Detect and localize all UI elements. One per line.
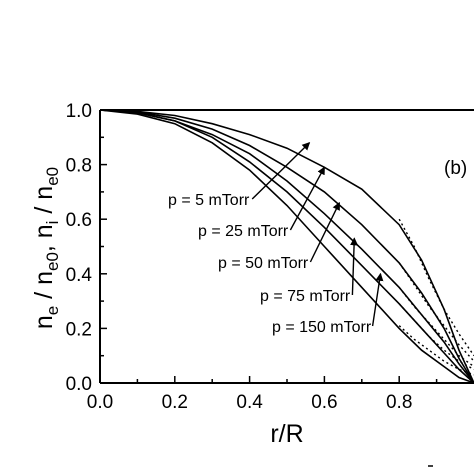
- y-tick-label: 0.2: [66, 319, 92, 340]
- ticks-group: [99, 109, 438, 384]
- x-tick-label: 0.6: [311, 392, 337, 413]
- dotted-series-line-7: [398, 286, 474, 368]
- dotted-series-line-8: [398, 303, 474, 371]
- series-line-3: [99, 109, 474, 384]
- dotted-series-line-6: [398, 262, 474, 362]
- annotations-group: p = 5 mTorr p = 25 mTorr p = 50 mTorr p = 7…: [168, 142, 384, 336]
- annotation-arrow: [309, 201, 340, 263]
- panel-label: (b): [444, 158, 467, 179]
- annotation-label: p = 50 mTorr: [218, 255, 309, 272]
- y-tick-label: 0.0: [66, 374, 92, 395]
- x-tick-label: 0.2: [162, 392, 188, 413]
- x-tick-label: 0.4: [236, 392, 263, 413]
- dotted-series-line-9: [398, 325, 474, 376]
- annotation-label: p = 75 mTorr: [260, 288, 351, 305]
- annotation-label: p = 150 mTorr: [272, 319, 372, 336]
- annotation-arrow: [289, 166, 326, 231]
- y-axis-title: ne / ne0, ni / ne0: [30, 167, 62, 329]
- annotation-label: p = 25 mTorr: [198, 223, 289, 240]
- series-line-0: [99, 109, 474, 384]
- series-line-4: [99, 109, 474, 384]
- series-group: [99, 109, 474, 384]
- series-line-1: [99, 109, 474, 384]
- dotted-series-line-5: [398, 218, 474, 357]
- x-tick-label: 0.8: [386, 392, 412, 413]
- annotation-arrow: [371, 272, 384, 327]
- annotation-arrow: [350, 237, 359, 296]
- annotation-label: p = 5 mTorr: [168, 192, 250, 209]
- x-axis-title: r/R: [270, 420, 303, 448]
- y-tick-label: 1.0: [66, 101, 92, 122]
- annotation-arrow: [251, 142, 311, 200]
- y-tick-label: 0.6: [66, 210, 92, 231]
- tick-labels-group: 0.0 0.2 0.4 0.6 0.8 0.0 0.2 0.4 0.6 0.8 1.0: [66, 101, 413, 413]
- y-tick-label: 0.4: [66, 265, 93, 286]
- x-tick-label: 0.0: [87, 392, 113, 413]
- y-tick-label: 0.8: [66, 156, 92, 177]
- series-line-2: [99, 109, 474, 384]
